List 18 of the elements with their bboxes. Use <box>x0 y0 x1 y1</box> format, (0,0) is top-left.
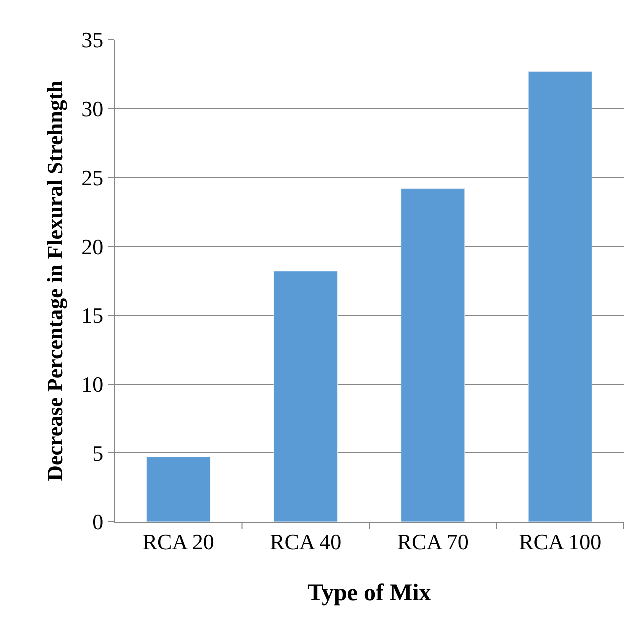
y-tick-label: 25 <box>82 165 104 190</box>
bar <box>528 71 592 522</box>
y-tick-label: 15 <box>82 303 104 328</box>
y-tick-label: 10 <box>82 372 104 397</box>
y-axis-title: Decrease Percentage in Flexural Strehngth <box>42 80 68 482</box>
bar <box>274 271 338 522</box>
x-tick-label: RCA 70 <box>397 529 469 554</box>
x-tick-label: RCA 100 <box>519 529 602 554</box>
x-tick-label: RCA 20 <box>142 529 214 554</box>
y-tick-label: 0 <box>92 510 104 535</box>
x-axis-title: Type of Mix <box>308 580 432 607</box>
y-tick-label: 35 <box>82 28 104 53</box>
bar <box>146 457 211 522</box>
y-tick-label: 5 <box>92 440 104 466</box>
x-tick-label: RCA 40 <box>270 529 342 554</box>
y-tick-label: 20 <box>82 234 104 260</box>
bar <box>401 188 466 522</box>
y-tick-label: 30 <box>82 96 104 122</box>
